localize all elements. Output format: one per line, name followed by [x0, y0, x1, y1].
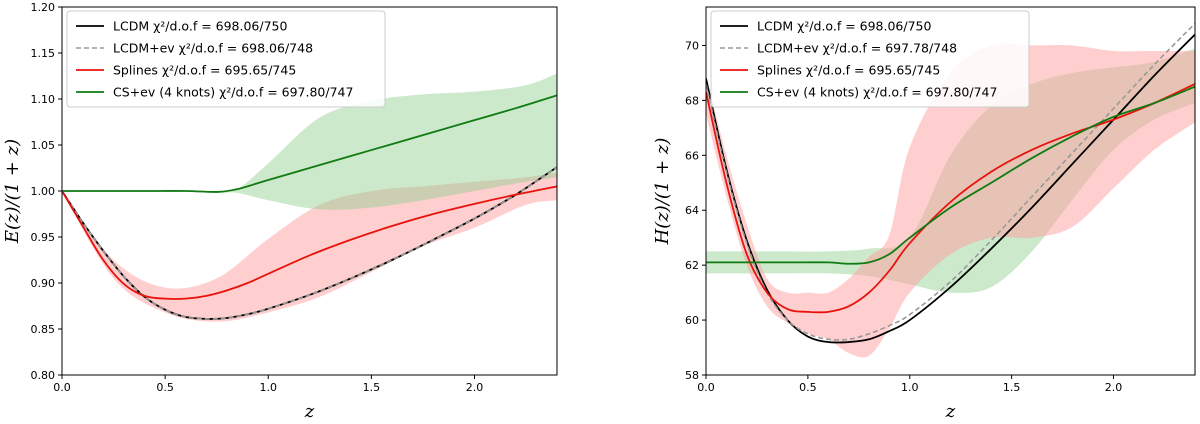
- x-tick-label: 2.0: [1105, 381, 1123, 394]
- y-tick-label: 68: [685, 94, 699, 107]
- y-tick-label: 1.15: [31, 47, 56, 60]
- axes-frame: [705, 6, 1196, 376]
- y-tick-label: 0.85: [31, 323, 56, 336]
- y-tick-label: 60: [685, 314, 699, 327]
- panel-h-of-z: 0.0 0.5 1.0 1.5 2.0 58 60 62 64 66 68 70 z H(z)/(1 + …: [652, 6, 1196, 422]
- confidence-band-splines-band: [706, 43, 1195, 358]
- x-axis-label: z: [945, 401, 956, 422]
- y-tick-label: 66: [685, 149, 699, 162]
- plot-area: [62, 73, 557, 322]
- plot-area: [706, 22, 1195, 358]
- confidence-band-splines-band: [62, 172, 557, 322]
- x-tick-label: 0.0: [53, 381, 71, 394]
- legend-label: LCDM+ev χ²/d.o.f = 698.06/748: [113, 41, 313, 56]
- legend: LCDM χ²/d.o.f = 698.06/750 LCDM+ev χ²/d.o…: [66, 10, 386, 108]
- series-line-splines: [706, 83, 1195, 314]
- x-tick-label: 1.5: [1003, 381, 1021, 394]
- y-tick-label: 1.05: [31, 139, 56, 152]
- series-line-splines: [62, 185, 557, 300]
- x-axis-label: z: [304, 401, 315, 422]
- series-line-lcdm: [706, 33, 1195, 344]
- x-tick-label: 1.0: [901, 381, 919, 394]
- y-axis-label: H(z)/(1 + z): [652, 138, 673, 246]
- y-tick-label: 1.20: [31, 1, 56, 14]
- legend-label: CS+ev (4 knots) χ²/d.o.f = 697.80/747: [113, 85, 353, 100]
- legend-label: CS+ev (4 knots) χ²/d.o.f = 697.80/747: [757, 85, 997, 100]
- y-tick-label: 58: [685, 369, 699, 382]
- x-tick-label: 1.5: [363, 381, 381, 394]
- y-tick-label: 62: [685, 259, 699, 272]
- series-line-lcdm-ev: [706, 22, 1195, 341]
- legend-box: [66, 10, 386, 108]
- y-tick-label: 0.80: [31, 369, 56, 382]
- x-tick-label: 0.5: [156, 381, 174, 394]
- y-axis-label: E(z)/(1 + z): [2, 139, 23, 244]
- legend: LCDM χ²/d.o.f = 698.06/750 LCDM+ev χ²/d.o…: [710, 10, 1030, 108]
- y-tick-label: 70: [685, 39, 699, 52]
- legend-box: [710, 10, 1030, 108]
- legend-label: Splines χ²/d.o.f = 695.65/745: [757, 63, 940, 78]
- legend-label: LCDM χ²/d.o.f = 698.06/750: [757, 19, 932, 34]
- y-tick-label: 64: [685, 204, 699, 217]
- x-tick-label: 2.0: [466, 381, 484, 394]
- legend-label: LCDM+ev χ²/d.o.f = 697.78/748: [757, 41, 957, 56]
- x-tick-label: 0.5: [799, 381, 817, 394]
- series-line-cs-ev-4-knots-: [62, 94, 557, 193]
- confidence-band-cs-ev-band: [62, 73, 557, 210]
- series-line-cs-ev-4-knots-: [706, 85, 1195, 265]
- x-tick-label: 1.0: [260, 381, 278, 394]
- y-tick-label: 0.95: [31, 231, 56, 244]
- legend-label: LCDM χ²/d.o.f = 698.06/750: [113, 19, 288, 34]
- legend-label: Splines χ²/d.o.f = 695.65/745: [113, 63, 296, 78]
- x-tick-label: 0.0: [697, 381, 715, 394]
- series-line-lcdm-ev: [62, 166, 557, 320]
- y-tick-label: 0.90: [31, 277, 56, 290]
- y-tick-label: 1.00: [31, 185, 56, 198]
- y-tick-label: 1.10: [31, 93, 56, 106]
- panel-e-of-z: 0.0 0.5 1.0 1.5 2.0 0.80 0.85 0.90 0.95 1.00 1.05 1…: [2, 1, 558, 422]
